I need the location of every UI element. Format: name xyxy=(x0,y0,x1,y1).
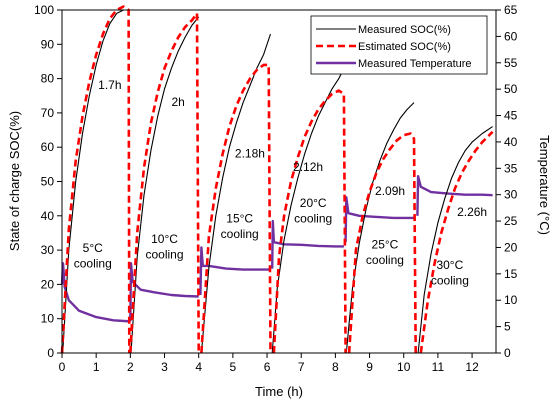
y-tick-label: 90 xyxy=(41,37,55,51)
y-tick-label: 40 xyxy=(41,209,55,223)
x-tick-label: 11 xyxy=(432,360,445,374)
chart-annotation: 20°C xyxy=(300,196,327,210)
series-line-estimated-soc-segment-2 xyxy=(129,12,200,354)
y2-axis-title: Temperature (°C) xyxy=(537,135,550,235)
series-layer xyxy=(60,5,494,354)
series-line-measured-temperature-segment-3 xyxy=(199,246,271,296)
series-line-measured-soc-segment-1 xyxy=(62,9,129,354)
legend-label-measured-soc: Measured SOC(%) xyxy=(358,24,451,36)
y-tick-label: 0 xyxy=(47,346,54,360)
series-line-estimated-soc-segment-3 xyxy=(200,63,272,354)
x-tick-label: 10 xyxy=(397,360,411,374)
legend: Measured SOC(%) Estimated SOC(%) Measure… xyxy=(310,15,488,75)
series-line-measured-temperature-segment-4 xyxy=(271,219,344,269)
annotations-layer: 1.7h2h2.18h2.12h2.09h2.26h5°Ccooling10°C… xyxy=(74,78,487,288)
x-axis-title: Time (h) xyxy=(255,384,303,399)
y2-tick-label: 0 xyxy=(504,346,511,360)
y2-tick-label: 10 xyxy=(504,293,518,307)
series-line-measured-soc-segment-6 xyxy=(417,126,493,354)
chart-annotation: 25°C xyxy=(372,237,399,251)
x-tick-label: 9 xyxy=(366,360,373,374)
series-line-estimated-soc-segment-5 xyxy=(347,132,417,354)
y2-tick-label: 35 xyxy=(504,161,518,175)
y-tick-label: 70 xyxy=(41,106,55,120)
y-tick-label: 100 xyxy=(34,3,54,17)
series-line-measured-soc-segment-2 xyxy=(130,16,200,354)
series-line-measured-temperature-segment-1 xyxy=(60,262,129,323)
y2-tick-label: 40 xyxy=(504,135,518,149)
y-tick-label: 30 xyxy=(41,243,55,257)
y2-tick-label: 55 xyxy=(504,56,518,70)
chart-annotation: 2.26h xyxy=(457,205,487,219)
chart-annotation: cooling xyxy=(74,256,112,270)
x-tick-label: 12 xyxy=(465,360,479,374)
y-tick-label: 50 xyxy=(41,175,55,189)
y2-tick-label: 20 xyxy=(504,240,518,254)
legend-label-measured-temperature: Measured Temperature xyxy=(358,58,472,70)
x-tick-label: 2 xyxy=(127,360,134,374)
y-tick-label: 20 xyxy=(41,277,55,291)
series-line-estimated-soc-segment-6 xyxy=(419,130,494,354)
y2-tick-label: 25 xyxy=(504,214,518,228)
x-tick-label: 5 xyxy=(230,360,237,374)
series-line-measured-temperature-segment-2 xyxy=(129,262,199,322)
chart-annotation: 2h xyxy=(172,95,185,109)
x-tick-label: 3 xyxy=(161,360,168,374)
y2-tick-label: 50 xyxy=(504,82,518,96)
chart-annotation: 2.09h xyxy=(375,184,405,198)
x-tick-label: 4 xyxy=(195,360,202,374)
y2-tick-label: 45 xyxy=(504,109,518,123)
series-line-estimated-soc-segment-4 xyxy=(272,89,347,354)
chart-annotation: cooling xyxy=(431,273,469,287)
series-line-measured-soc-segment-3 xyxy=(200,33,272,354)
ticks-layer: 0 1 2 3 4 5 6 7 8 9 10 11 12010203040506070809010005… xyxy=(34,3,518,374)
series-line-estimated-soc-segment-1 xyxy=(60,5,131,354)
x-tick-label: 0 xyxy=(59,360,66,374)
chart-annotation: cooling xyxy=(221,227,259,241)
y2-tick-label: 30 xyxy=(504,188,518,202)
series-line-measured-soc-segment-5 xyxy=(345,102,415,354)
chart-annotation: cooling xyxy=(366,253,404,267)
chart-annotation: 30°C xyxy=(436,258,463,272)
x-tick-label: 7 xyxy=(298,360,305,374)
chart-annotation: cooling xyxy=(146,248,184,262)
chart-annotation: 10°C xyxy=(151,232,178,246)
legend-label-estimated-soc: Estimated SOC(%) xyxy=(358,41,451,53)
chart-annotation: 1.7h xyxy=(98,78,121,92)
y2-tick-label: 15 xyxy=(504,267,518,281)
y-tick-label: 10 xyxy=(41,312,55,326)
chart-annotation: 2.18h xyxy=(235,146,265,160)
x-tick-label: 8 xyxy=(332,360,339,374)
y-axis-title: State of charge SOC(%) xyxy=(7,111,22,251)
y-tick-label: 80 xyxy=(41,72,55,86)
x-tick-label: 1 xyxy=(93,360,100,374)
series-line-measured-soc-segment-4 xyxy=(271,68,345,354)
chart-annotation: 2.12h xyxy=(293,160,323,174)
chart-annotation: cooling xyxy=(294,212,332,226)
series-line-measured-temperature-segment-6 xyxy=(416,174,493,216)
y-tick-label: 60 xyxy=(41,140,55,154)
chart-annotation: 15°C xyxy=(226,212,253,226)
series-line-measured-temperature-segment-5 xyxy=(344,196,416,243)
y2-tick-label: 5 xyxy=(504,320,511,334)
chart-annotation: 5°C xyxy=(83,241,103,255)
x-tick-label: 6 xyxy=(264,360,271,374)
y2-tick-label: 60 xyxy=(504,29,518,43)
y2-tick-label: 65 xyxy=(504,3,518,17)
